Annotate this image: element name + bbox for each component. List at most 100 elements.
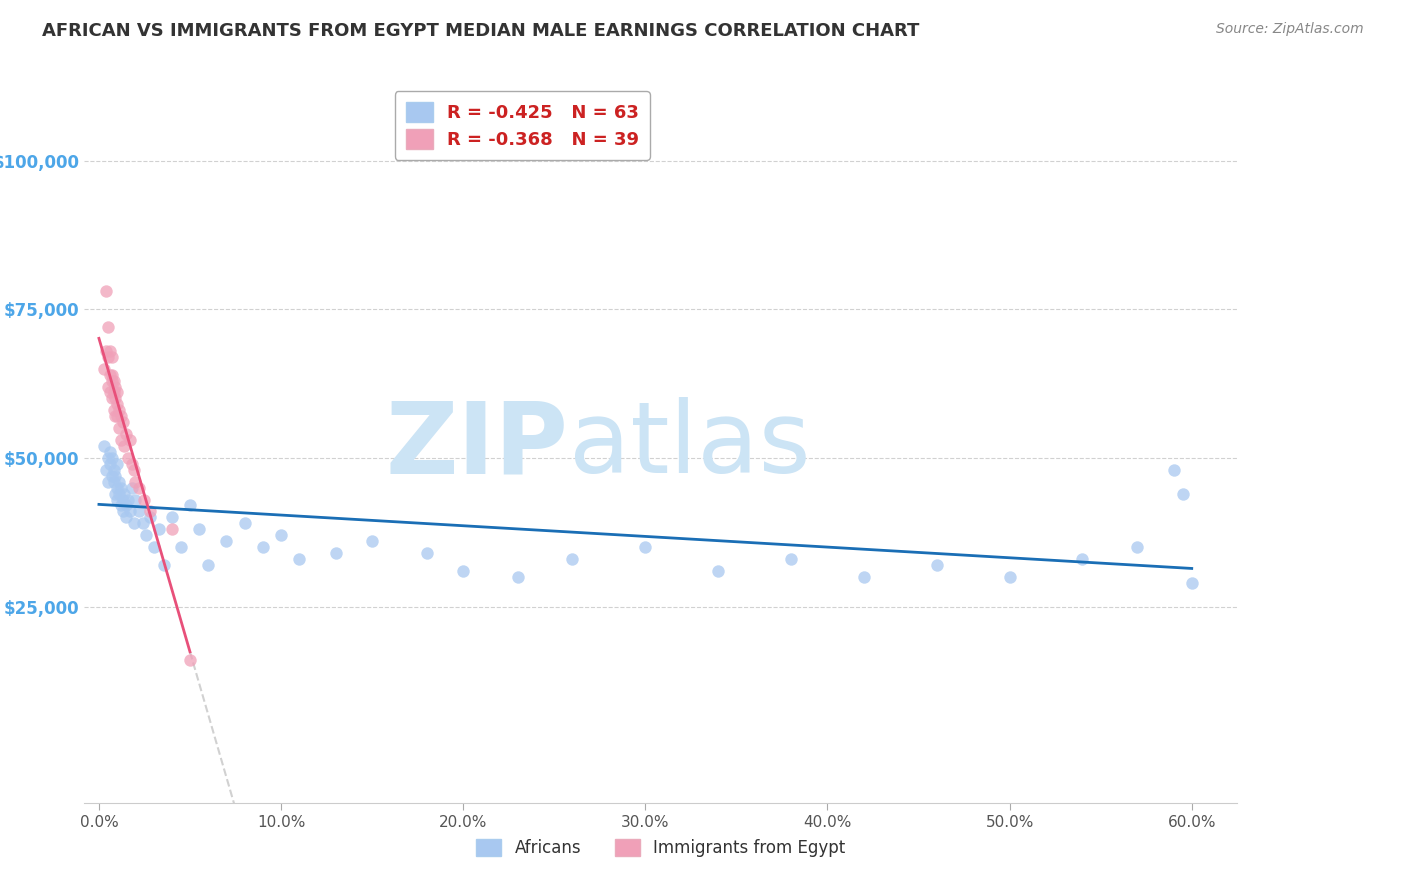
- Point: [100, 450, 122, 465]
- Point: [134, 492, 156, 507]
- Point: [96, 463, 118, 477]
- Point: [97, 320, 120, 334]
- Point: [112, 439, 135, 453]
- Point: [108, 486, 131, 500]
- Point: [416, 546, 439, 560]
- Point: [179, 653, 201, 667]
- Legend: Africans, Immigrants from Egypt: Africans, Immigrants from Egypt: [468, 831, 853, 866]
- Point: [98, 457, 121, 471]
- Point: [115, 499, 138, 513]
- Point: [110, 433, 132, 447]
- Point: [108, 403, 131, 417]
- Point: [96, 285, 118, 299]
- Point: [100, 350, 122, 364]
- Point: [97, 350, 120, 364]
- Point: [148, 522, 170, 536]
- Point: [105, 397, 128, 411]
- Point: [1071, 552, 1094, 566]
- Point: [122, 463, 145, 477]
- Point: [998, 570, 1021, 584]
- Point: [105, 481, 128, 495]
- Point: [97, 475, 120, 489]
- Point: [506, 570, 529, 584]
- Point: [115, 427, 138, 442]
- Point: [100, 368, 122, 382]
- Point: [104, 409, 127, 424]
- Point: [1163, 463, 1185, 477]
- Point: [105, 492, 128, 507]
- Point: [288, 552, 311, 566]
- Point: [135, 528, 157, 542]
- Point: [110, 409, 132, 424]
- Point: [780, 552, 803, 566]
- Point: [707, 564, 730, 578]
- Point: [105, 385, 128, 400]
- Point: [103, 374, 125, 388]
- Point: [100, 374, 122, 388]
- Point: [124, 492, 146, 507]
- Point: [131, 516, 153, 531]
- Point: [925, 558, 948, 572]
- Point: [111, 504, 134, 518]
- Point: [361, 534, 384, 549]
- Point: [561, 552, 583, 566]
- Point: [160, 522, 183, 536]
- Point: [170, 540, 193, 554]
- Point: [121, 457, 143, 471]
- Point: [117, 450, 139, 465]
- Point: [325, 546, 347, 560]
- Point: [97, 450, 120, 465]
- Point: [105, 457, 128, 471]
- Point: [451, 564, 474, 578]
- Point: [98, 385, 121, 400]
- Point: [98, 445, 121, 459]
- Point: [104, 468, 127, 483]
- Point: [97, 379, 120, 393]
- Point: [118, 433, 141, 447]
- Point: [128, 481, 150, 495]
- Point: [100, 392, 122, 406]
- Point: [108, 421, 131, 435]
- Point: [98, 368, 121, 382]
- Text: AFRICAN VS IMMIGRANTS FROM EGYPT MEDIAN MALE EARNINGS CORRELATION CHART: AFRICAN VS IMMIGRANTS FROM EGYPT MEDIAN …: [42, 22, 920, 40]
- Point: [197, 558, 219, 572]
- Point: [110, 499, 132, 513]
- Point: [188, 522, 211, 536]
- Point: [111, 492, 134, 507]
- Point: [112, 486, 135, 500]
- Point: [139, 510, 162, 524]
- Point: [179, 499, 201, 513]
- Text: ZIP: ZIP: [385, 398, 568, 494]
- Point: [270, 528, 292, 542]
- Point: [233, 516, 256, 531]
- Point: [103, 385, 125, 400]
- Point: [252, 540, 274, 554]
- Point: [1181, 575, 1204, 590]
- Point: [1126, 540, 1149, 554]
- Point: [115, 510, 138, 524]
- Text: Source: ZipAtlas.com: Source: ZipAtlas.com: [1216, 22, 1364, 37]
- Point: [121, 481, 143, 495]
- Point: [93, 361, 115, 376]
- Point: [103, 403, 125, 417]
- Text: atlas: atlas: [568, 398, 810, 494]
- Point: [118, 504, 141, 518]
- Point: [142, 540, 165, 554]
- Point: [108, 475, 131, 489]
- Point: [117, 492, 139, 507]
- Point: [104, 486, 127, 500]
- Point: [215, 534, 238, 549]
- Point: [104, 392, 127, 406]
- Point: [634, 540, 657, 554]
- Point: [122, 516, 145, 531]
- Point: [160, 510, 183, 524]
- Point: [153, 558, 176, 572]
- Point: [100, 468, 122, 483]
- Point: [103, 463, 125, 477]
- Point: [110, 481, 132, 495]
- Point: [139, 504, 162, 518]
- Point: [104, 379, 127, 393]
- Point: [124, 475, 146, 489]
- Point: [98, 343, 121, 358]
- Point: [1171, 486, 1194, 500]
